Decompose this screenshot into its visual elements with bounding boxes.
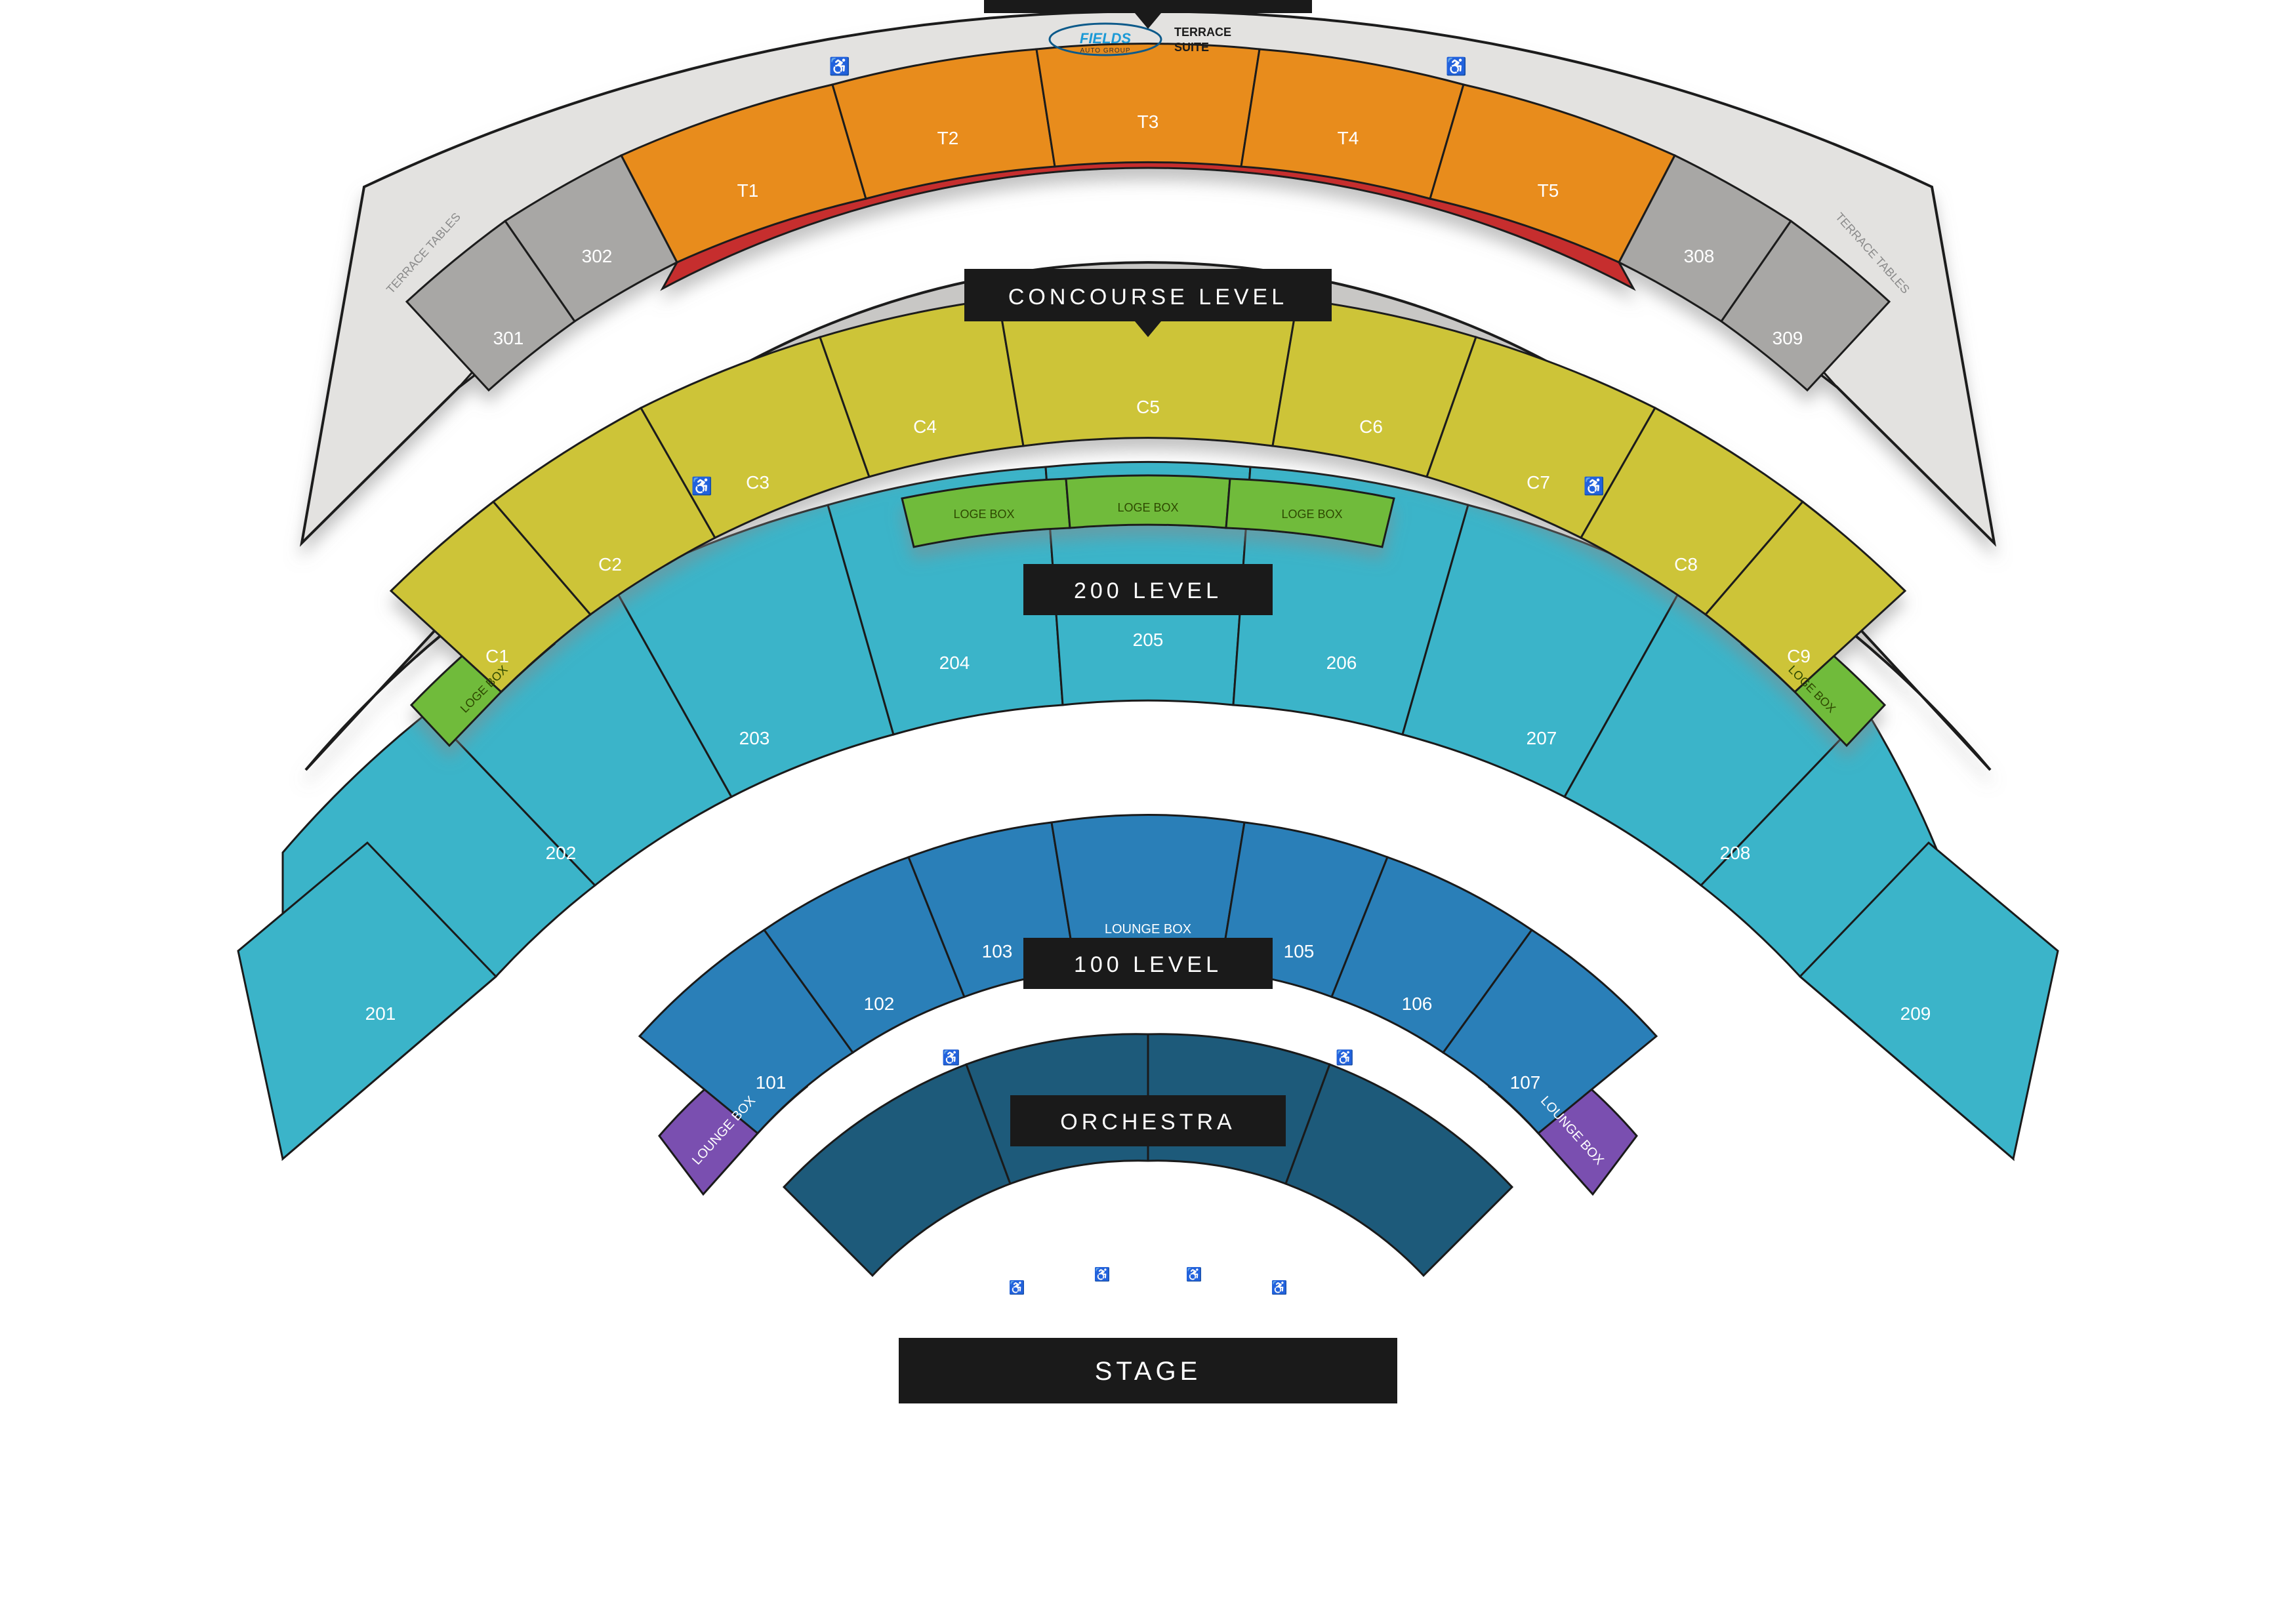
orch-label: ORCHESTRA [1060,1110,1235,1135]
label-208: 208 [1720,843,1751,863]
sponsor-sub: AUTO GROUP [1080,47,1130,54]
section-o1[interactable] [784,1064,1010,1276]
label-308: 308 [1684,246,1715,266]
label-lounge-c: LOUNGE BOX [1105,922,1191,937]
label-201: 201 [365,1003,396,1024]
label-o1: O1 [972,1210,996,1230]
label-logebox-c3: LOGE BOX [1281,508,1342,521]
label-204: 204 [939,653,970,673]
label-c9: C9 [1787,646,1811,666]
wheelchair-icon: ♿ [1009,1280,1025,1295]
label-t1: T1 [737,180,759,201]
label-206: 206 [1326,653,1357,673]
concourse-label: CONCOURSE LEVEL [1008,285,1288,310]
label-c3: C3 [746,472,769,493]
label-c1: C1 [485,646,509,666]
wheelchair-icon: ♿ [1094,1266,1111,1282]
wheelchair-icon: ♿ [829,56,850,76]
label-t5: T5 [1538,180,1559,201]
section-t3[interactable] [1036,44,1260,167]
label-106: 106 [1402,994,1433,1014]
sponsor-name: FIELDS [1080,30,1132,47]
wheelchair-icon: ♿ [1446,56,1467,76]
label-t4: T4 [1338,128,1359,148]
label-209: 209 [1900,1003,1931,1024]
wheelchair-icon: ♿ [1336,1049,1353,1066]
label-302: 302 [582,246,613,266]
label-t3: T3 [1138,111,1159,132]
label-c6: C6 [1359,416,1383,437]
l100-label: 100 LEVEL [1074,952,1222,977]
label-o2: O2 [1076,1184,1101,1204]
orchestra-tier: O1 O2 O3 O4 ♿ ♿ ♿ ♿ [784,1034,1512,1295]
terrace-label: TERRACE LEVEL [1031,0,1265,1]
label-107: 107 [1510,1072,1541,1093]
label-301: 301 [493,328,524,348]
label-309: 309 [1773,328,1803,348]
label-logebox-c2: LOGE BOX [1117,501,1178,514]
stage-label: STAGE [1095,1357,1202,1386]
suite-text-2: SUITE [1174,41,1209,54]
label-t2: T2 [937,128,959,148]
label-101: 101 [756,1072,787,1093]
wheelchair-icon: ♿ [1271,1280,1288,1295]
wheelchair-icon: ♿ [942,1049,960,1066]
label-205: 205 [1133,630,1164,650]
label-105: 105 [1284,941,1315,961]
label-202: 202 [546,843,577,863]
wheelchair-icon: ♿ [1186,1266,1202,1282]
l200-label: 200 LEVEL [1074,578,1222,603]
label-103: 103 [982,941,1013,961]
seating-chart: 201 202 203 204 205 206 207 208 209 [0,0,2296,1612]
label-logebox-c1: LOGE BOX [953,508,1014,521]
terrace-label-bg [984,0,1312,13]
label-c5: C5 [1136,397,1160,417]
label-c8: C8 [1674,554,1698,574]
label-o4: O4 [1300,1210,1324,1230]
label-c7: C7 [1527,472,1550,493]
label-102: 102 [864,994,895,1014]
suite-text-1: TERRACE [1174,26,1231,39]
label-207: 207 [1527,728,1557,748]
label-o3: O3 [1195,1184,1219,1204]
wheelchair-icon: ♿ [1584,476,1605,496]
section-o4[interactable] [1286,1064,1512,1276]
label-c4: C4 [913,416,937,437]
label-c2: C2 [598,554,622,574]
wheelchair-icon: ♿ [691,476,712,496]
label-203: 203 [739,728,770,748]
